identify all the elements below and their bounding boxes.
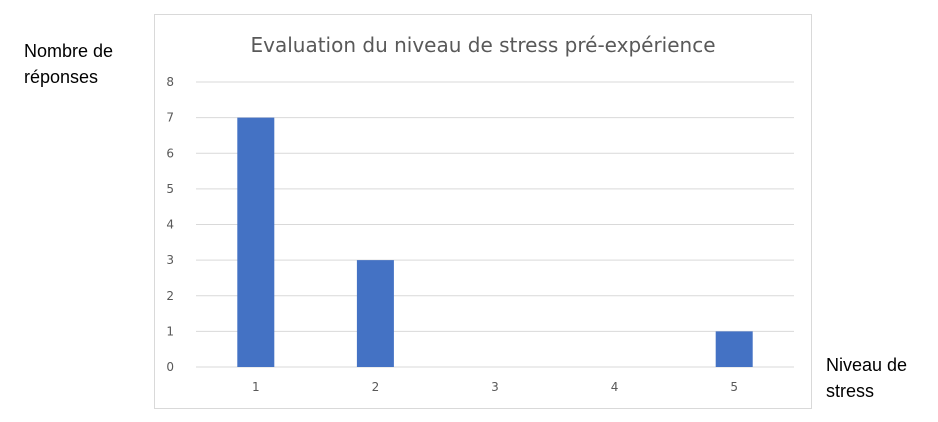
chart-title: Evaluation du niveau de stress pré-expér… xyxy=(250,33,716,57)
y-tick-label: 1 xyxy=(166,324,174,338)
x-tick-label: 5 xyxy=(730,380,738,394)
y-tick-label: 6 xyxy=(166,146,174,160)
y-tick-label: 4 xyxy=(166,218,174,232)
y-tick-label: 3 xyxy=(166,253,174,267)
bar-chart-plot: 0 1 2 3 4 5 6 7 8 1 2 3 4 5 xyxy=(166,75,794,394)
gridlines xyxy=(196,81,794,368)
y-tick-labels: 0 1 2 3 4 5 6 7 8 xyxy=(166,75,174,374)
x-tick-labels: 1 2 3 4 5 xyxy=(252,380,738,394)
y-tick-label: 0 xyxy=(166,360,174,374)
bar-1 xyxy=(237,117,275,367)
x-tick-label: 3 xyxy=(491,380,499,394)
y-tick-label: 8 xyxy=(166,75,174,89)
x-tick-label: 1 xyxy=(252,380,260,394)
x-tick-label: 4 xyxy=(611,380,619,394)
bars xyxy=(237,117,753,367)
y-tick-label: 2 xyxy=(166,289,174,303)
x-axis-title: Niveau de stress xyxy=(826,355,908,401)
y-axis-title: Nombre de réponses xyxy=(24,41,114,87)
y-tick-label: 5 xyxy=(166,182,174,196)
x-tick-label: 2 xyxy=(372,380,380,394)
bar-5 xyxy=(715,331,753,367)
bar-2 xyxy=(356,260,394,367)
y-tick-label: 7 xyxy=(166,111,174,125)
